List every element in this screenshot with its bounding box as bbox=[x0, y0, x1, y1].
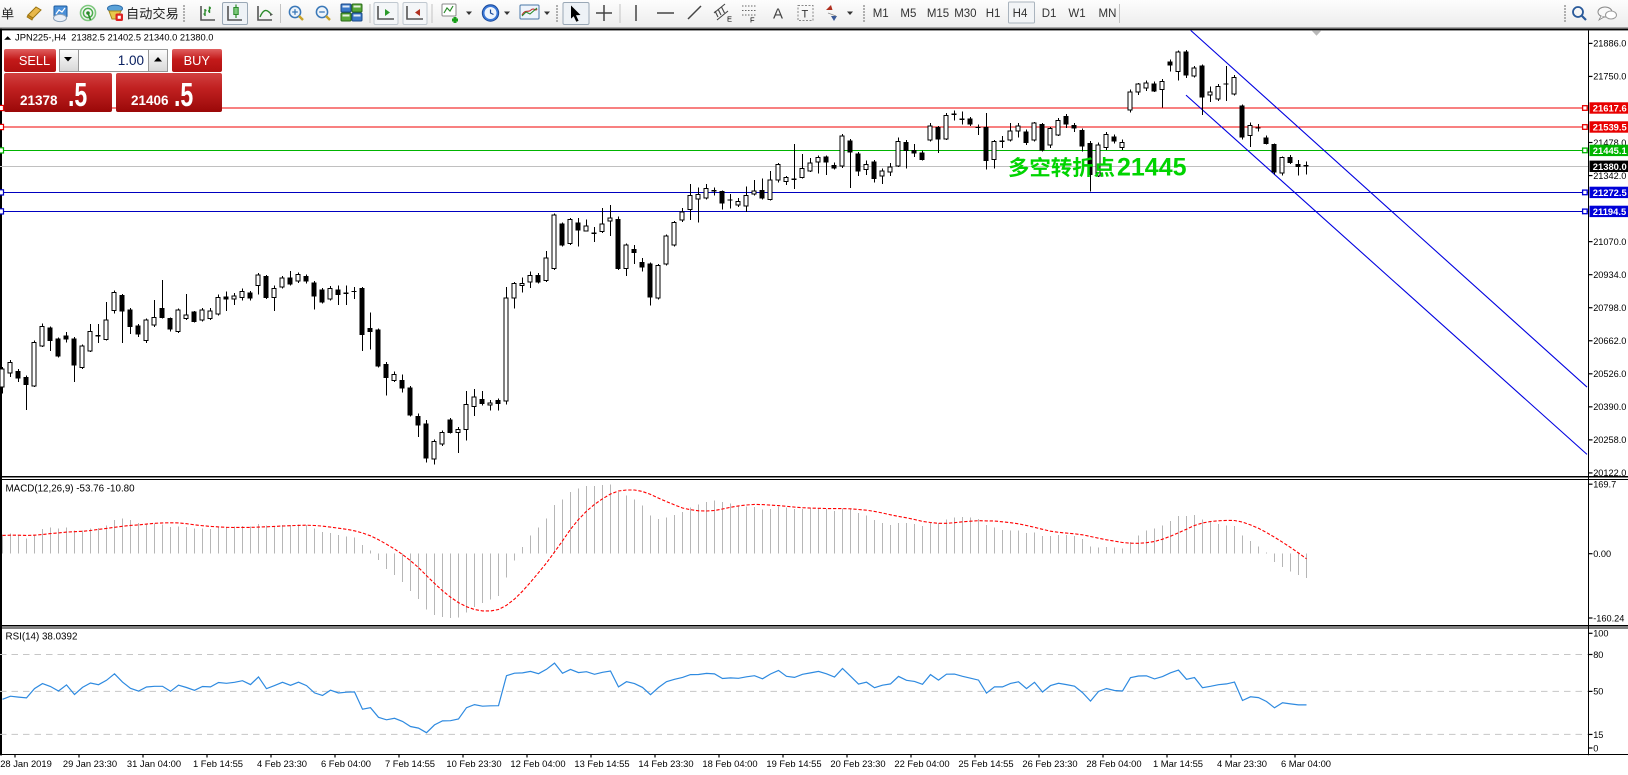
svg-text:21539.5: 21539.5 bbox=[1593, 122, 1627, 133]
svg-text:0.00: 0.00 bbox=[1593, 549, 1611, 559]
svg-text:21194.5: 21194.5 bbox=[1593, 206, 1626, 217]
svg-text:6 Feb 04:00: 6 Feb 04:00 bbox=[321, 758, 371, 769]
svg-text:19 Feb 14:55: 19 Feb 14:55 bbox=[766, 758, 821, 769]
svg-text:13 Feb 14:55: 13 Feb 14:55 bbox=[574, 758, 629, 769]
svg-text:1 Feb 14:55: 1 Feb 14:55 bbox=[193, 758, 243, 769]
svg-text:50: 50 bbox=[1593, 687, 1603, 697]
svg-text:E: E bbox=[727, 15, 732, 24]
svg-text:W1: W1 bbox=[1068, 8, 1085, 20]
svg-text:21380.0: 21380.0 bbox=[1593, 161, 1627, 172]
svg-text:T: T bbox=[802, 9, 809, 21]
svg-text:M1: M1 bbox=[873, 8, 889, 20]
svg-text:H1: H1 bbox=[986, 8, 1001, 20]
svg-text:-160.24: -160.24 bbox=[1593, 613, 1624, 623]
svg-text:21445: 21445 bbox=[1117, 154, 1187, 182]
svg-text:MN: MN bbox=[1099, 8, 1117, 20]
svg-text:4 Feb 23:30: 4 Feb 23:30 bbox=[257, 758, 307, 769]
svg-text:21272.5: 21272.5 bbox=[1593, 187, 1627, 198]
svg-text:14 Feb 23:30: 14 Feb 23:30 bbox=[638, 758, 693, 769]
svg-text:20798.0: 20798.0 bbox=[1593, 303, 1626, 313]
svg-text:4 Mar 23:30: 4 Mar 23:30 bbox=[1217, 758, 1267, 769]
svg-text:100: 100 bbox=[1593, 629, 1608, 639]
svg-text:26 Feb 23:30: 26 Feb 23:30 bbox=[1022, 758, 1077, 769]
svg-text:25 Feb 14:55: 25 Feb 14:55 bbox=[958, 758, 1013, 769]
svg-text:20 Feb 23:30: 20 Feb 23:30 bbox=[830, 758, 885, 769]
svg-text:20390.0: 20390.0 bbox=[1593, 402, 1626, 412]
svg-text:JPN225-,H4: JPN225-,H4 bbox=[15, 31, 66, 42]
svg-text:21070.0: 21070.0 bbox=[1593, 237, 1626, 247]
svg-text:21382.5 21402.5 21340.0 21380.: 21382.5 21402.5 21340.0 21380.0 bbox=[71, 32, 213, 42]
svg-text:12 Feb 04:00: 12 Feb 04:00 bbox=[510, 758, 565, 769]
svg-text:22 Feb 04:00: 22 Feb 04:00 bbox=[894, 758, 949, 769]
svg-text:15: 15 bbox=[1593, 730, 1603, 740]
svg-text:20122.0: 20122.0 bbox=[1593, 468, 1626, 478]
svg-text:20662.0: 20662.0 bbox=[1593, 336, 1626, 346]
svg-text:A: A bbox=[773, 6, 783, 23]
svg-text:21342.0: 21342.0 bbox=[1593, 171, 1626, 181]
svg-text:28 Jan 2019: 28 Jan 2019 bbox=[0, 758, 52, 769]
svg-text:RSI(14) 38.0392: RSI(14) 38.0392 bbox=[6, 632, 78, 643]
svg-text:M5: M5 bbox=[900, 8, 916, 20]
svg-text:1 Mar 14:55: 1 Mar 14:55 bbox=[1153, 758, 1203, 769]
svg-text:20258.0: 20258.0 bbox=[1593, 435, 1626, 445]
svg-text:20934.0: 20934.0 bbox=[1593, 270, 1626, 280]
svg-text:H4: H4 bbox=[1013, 8, 1028, 20]
svg-text:18 Feb 04:00: 18 Feb 04:00 bbox=[702, 758, 757, 769]
svg-text:10 Feb 23:30: 10 Feb 23:30 bbox=[446, 758, 501, 769]
svg-text:20526.0: 20526.0 bbox=[1593, 369, 1626, 379]
svg-text:21750.0: 21750.0 bbox=[1593, 72, 1626, 82]
svg-text:M30: M30 bbox=[954, 8, 976, 20]
svg-text:0: 0 bbox=[1593, 743, 1598, 753]
svg-text:21445.1: 21445.1 bbox=[1593, 145, 1627, 156]
svg-text:M15: M15 bbox=[927, 8, 949, 20]
svg-text:7 Feb 14:55: 7 Feb 14:55 bbox=[385, 758, 435, 769]
svg-text:29 Jan 23:30: 29 Jan 23:30 bbox=[63, 758, 117, 769]
svg-text:MACD(12,26,9) -53.76 -10.80: MACD(12,26,9) -53.76 -10.80 bbox=[6, 483, 136, 494]
svg-text:D1: D1 bbox=[1042, 8, 1057, 20]
svg-text:80: 80 bbox=[1593, 650, 1603, 660]
svg-text:28 Feb 04:00: 28 Feb 04:00 bbox=[1086, 758, 1141, 769]
svg-text:F: F bbox=[750, 16, 755, 25]
svg-text:31 Jan 04:00: 31 Jan 04:00 bbox=[127, 758, 181, 769]
svg-text:21617.6: 21617.6 bbox=[1593, 103, 1627, 114]
svg-text:6 Mar 04:00: 6 Mar 04:00 bbox=[1281, 758, 1331, 769]
svg-text:169.7: 169.7 bbox=[1593, 480, 1616, 490]
svg-text:21478.0: 21478.0 bbox=[1593, 138, 1626, 148]
svg-text:21886.0: 21886.0 bbox=[1593, 39, 1626, 49]
